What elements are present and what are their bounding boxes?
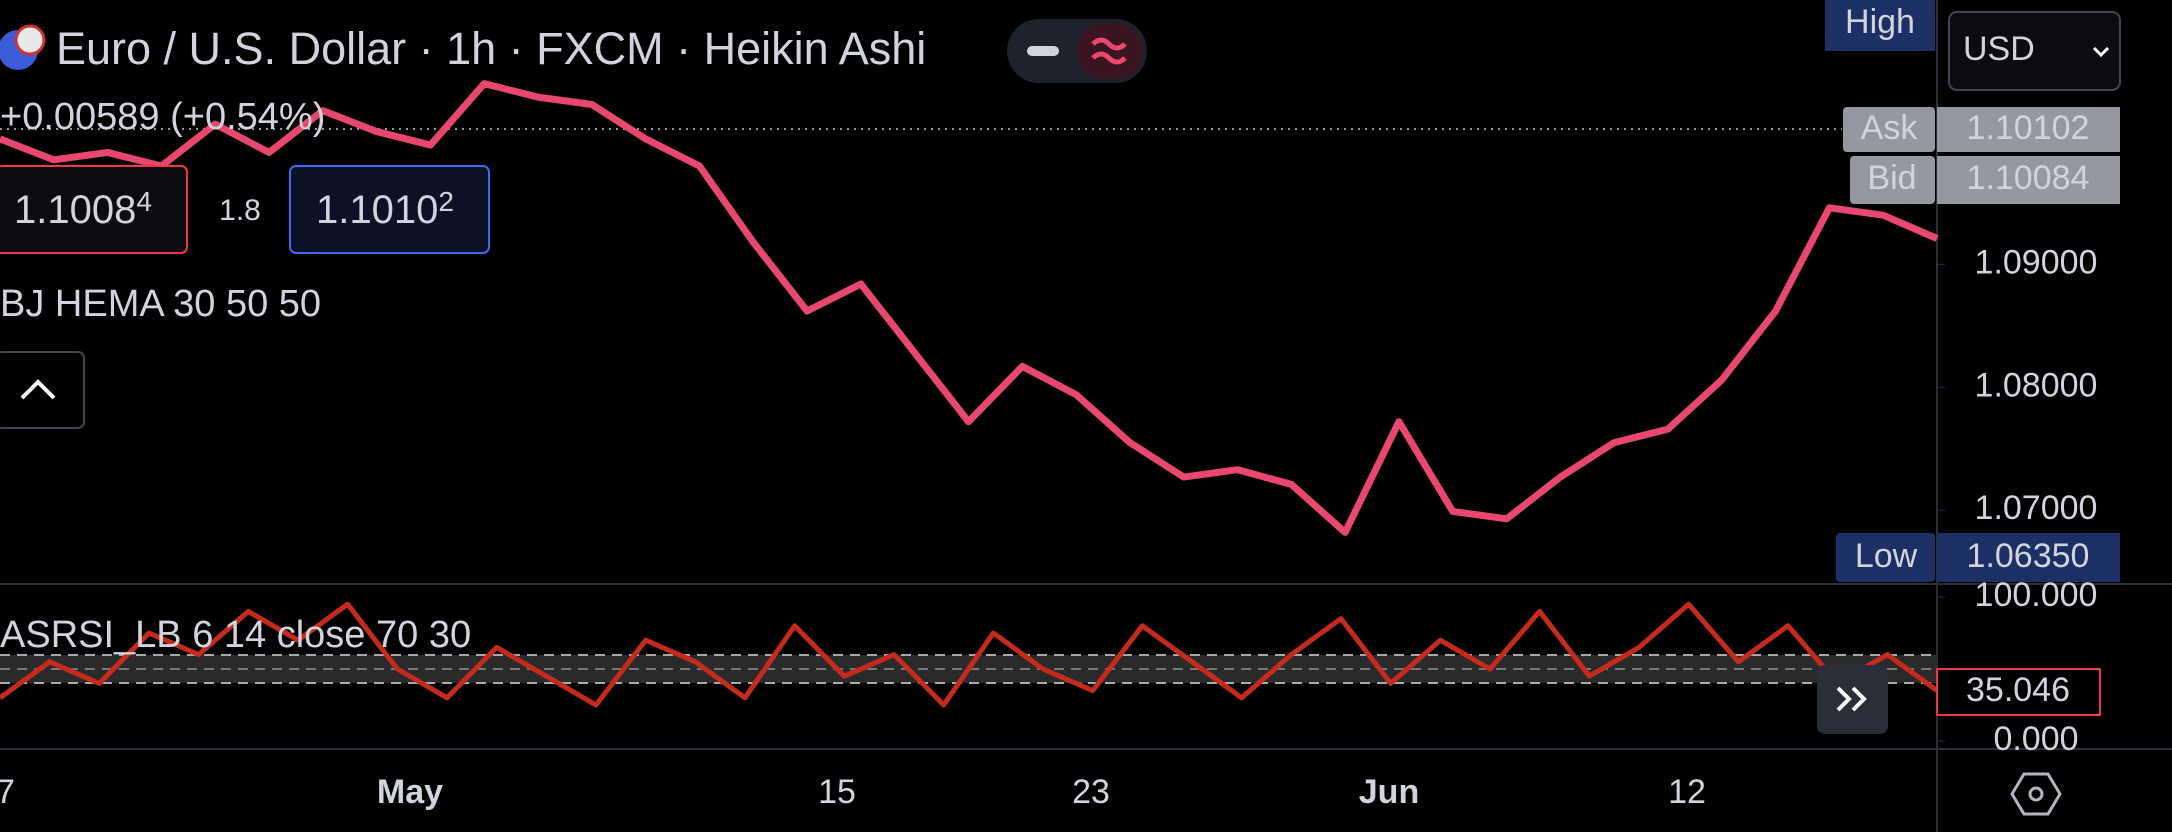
time-label: May — [377, 773, 443, 811]
low-label: Low — [1855, 537, 1918, 575]
time-label: 15 — [818, 773, 856, 811]
y-tick-label: 0.000 — [1993, 720, 2078, 758]
ask-label: Ask — [1861, 109, 1919, 147]
flag-icon — [14, 24, 46, 56]
time-label: 7 — [0, 773, 15, 811]
buy-small: 2 — [438, 186, 454, 217]
currency-select[interactable] — [1948, 11, 2121, 91]
high-box — [1825, 0, 1935, 51]
change: +0.00589 (+0.54%) — [0, 96, 325, 138]
bid-label-box — [1850, 156, 1935, 204]
toggle-icon — [1091, 37, 1127, 65]
buy-price: 1.10102 — [316, 186, 454, 231]
time-label: Jun — [1359, 773, 1419, 811]
ask: 1.10102 — [1967, 109, 2090, 147]
series-line — [0, 80, 1939, 536]
indicator-label: ASRSI_LB 6 14 close 70 30 — [0, 614, 471, 656]
bid-label: Bid — [1867, 159, 1916, 197]
dropdown-icon — [2092, 46, 2110, 58]
indicator-label: BJ HEMA 30 50 50 — [0, 283, 321, 325]
buy-main: 1.1010 — [316, 188, 438, 232]
collapse-button[interactable] — [0, 351, 85, 429]
sell-price: 1.10084 — [14, 186, 152, 231]
toggle-active — [1077, 23, 1143, 79]
low: 1.06350 — [1967, 537, 2090, 575]
scroll-icon — [1836, 686, 1867, 712]
low-label-box — [1836, 533, 1935, 582]
settings-icon — [2028, 786, 2044, 802]
toggle-icon — [1027, 46, 1059, 56]
rsi-last-box — [1936, 668, 2101, 716]
collapse-icon — [20, 379, 56, 400]
ask-box — [1937, 107, 2120, 152]
symbol-title: Euro / U.S. Dollar · 1h · FXCM · Heikin … — [56, 23, 926, 74]
y-tick-label: 1.07000 — [1975, 489, 2098, 527]
ask-label-box — [1843, 107, 1935, 152]
bid-box — [1937, 156, 2120, 204]
currency: USD — [1963, 30, 2035, 68]
sell-small: 4 — [136, 186, 152, 217]
series-line — [0, 601, 1939, 708]
settings-icon[interactable] — [2010, 772, 2062, 816]
scroll-button[interactable] — [1817, 665, 1888, 734]
buy-button[interactable] — [289, 165, 490, 254]
bid: 1.10084 — [1967, 159, 2090, 197]
y-tick-label: 1.09000 — [1975, 243, 2098, 281]
time-label: 23 — [1072, 773, 1110, 811]
rsi-last: 35.046 — [1966, 671, 2070, 709]
spread: 1.8 — [219, 194, 261, 227]
y-tick-label: 100.000 — [1975, 576, 2098, 614]
high-label: High — [1845, 3, 1915, 41]
y-tick-label: 1.08000 — [1975, 366, 2098, 404]
low-box — [1937, 533, 2120, 582]
sell-button[interactable] — [0, 165, 188, 254]
time-label: 12 — [1668, 773, 1706, 811]
sell-main: 1.1008 — [14, 188, 136, 232]
